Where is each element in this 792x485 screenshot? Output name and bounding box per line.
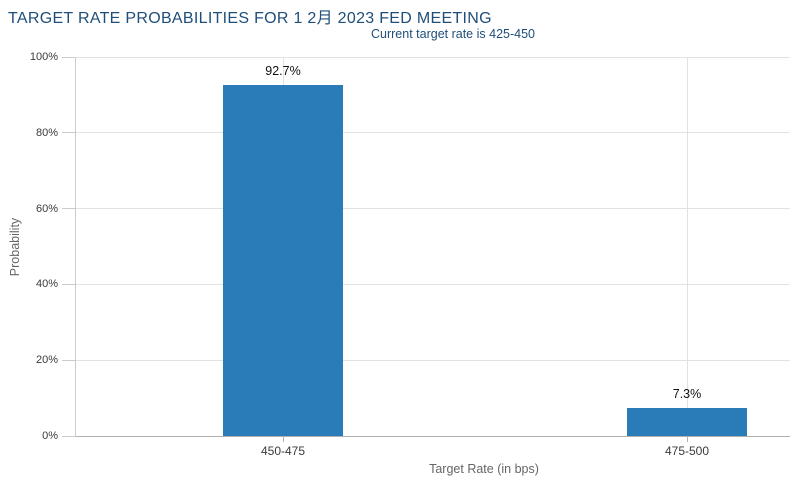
y-tick-label: 20% bbox=[35, 354, 58, 367]
y-tick-label: 60% bbox=[35, 202, 58, 215]
x-axis-line bbox=[76, 436, 790, 437]
bar-value-label: 92.7% bbox=[265, 63, 301, 78]
y-tick bbox=[62, 56, 76, 58]
x-tick-label: 450-475 bbox=[260, 444, 306, 458]
y-gridline bbox=[76, 359, 790, 361]
bar bbox=[223, 84, 343, 436]
chart-title: TARGET RATE PROBABILITIES FOR 1 2月 2023 … bbox=[8, 10, 492, 27]
y-tick bbox=[62, 435, 76, 437]
y-tick bbox=[62, 359, 76, 361]
x-gridline bbox=[686, 57, 688, 436]
chart-subtitle: Current target rate is 425-450 bbox=[371, 27, 535, 41]
x-axis-title: Target Rate (in bps) bbox=[429, 462, 539, 476]
bar bbox=[627, 408, 747, 436]
y-tick bbox=[62, 132, 76, 134]
y-gridline bbox=[76, 56, 790, 58]
y-tick-label: 40% bbox=[35, 278, 58, 291]
y-gridline bbox=[76, 208, 790, 210]
y-tick-label: 80% bbox=[35, 126, 58, 139]
y-tick-label: 100% bbox=[29, 51, 58, 63]
y-axis-line bbox=[75, 57, 76, 436]
y-gridline bbox=[76, 283, 790, 285]
y-tick-label: 0% bbox=[42, 430, 58, 442]
y-tick bbox=[62, 283, 76, 285]
y-tick bbox=[62, 208, 76, 210]
y-gridline bbox=[76, 132, 790, 134]
bar-value-label: 7.3% bbox=[672, 387, 702, 402]
x-tick bbox=[282, 436, 284, 442]
x-tick-label: 475-500 bbox=[664, 444, 710, 458]
x-tick bbox=[686, 436, 688, 442]
